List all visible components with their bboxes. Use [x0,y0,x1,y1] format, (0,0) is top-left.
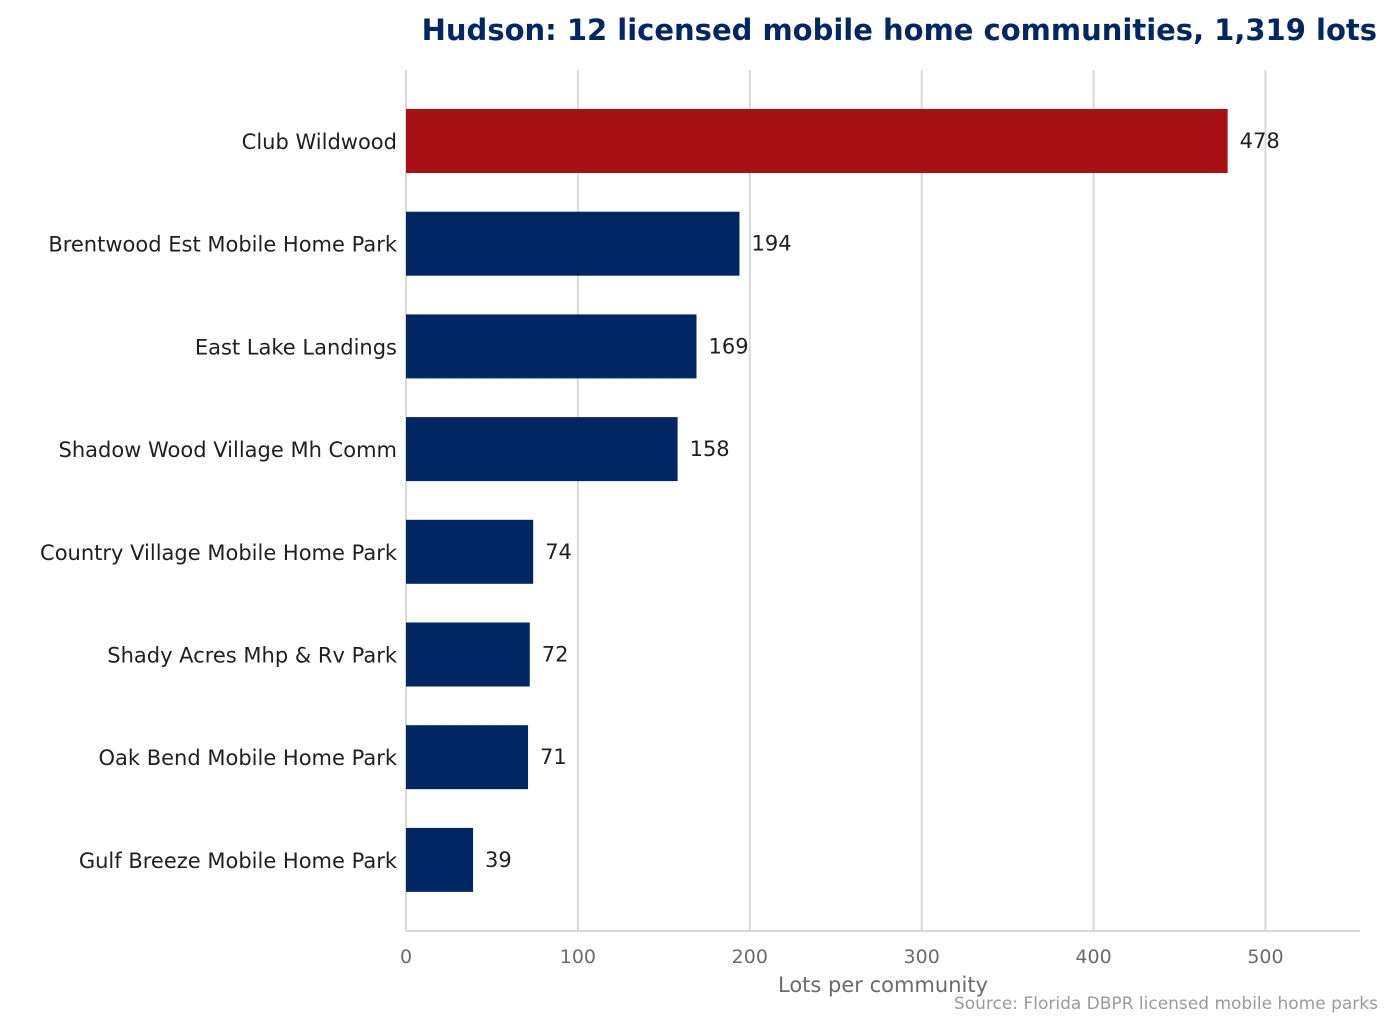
category-label: Shady Acres Mhp & Rv Park [107,644,398,668]
x-tick-label: 200 [732,946,768,968]
x-tick-labels: 0 100 200 300 400 500 [400,946,1284,968]
category-labels: Club Wildwood Brentwood Est Mobile Home P… [40,130,398,873]
bar [406,519,534,584]
bar [406,417,678,482]
bar [406,725,529,790]
bar [406,622,530,687]
chart-title: Hudson: 12 licensed mobile home communit… [422,13,1377,47]
data-label: 72 [542,643,569,667]
category-label: East Lake Landings [195,335,397,359]
x-tick-label: 100 [560,946,596,968]
x-tick-label: 500 [1247,946,1283,968]
x-axis-title: Lots per community [778,973,988,997]
x-tick-label: 0 [400,946,412,968]
bar [406,314,697,379]
data-label: 169 [708,334,748,358]
data-label: 71 [540,745,567,769]
data-label: 158 [690,437,730,461]
category-label: Club Wildwood [242,130,397,154]
value-labels: 478 194 169 158 74 72 71 39 [485,129,1280,872]
bar [406,211,740,276]
bar [406,827,474,892]
category-label: Brentwood Est Mobile Home Park [48,233,398,257]
x-tick-label: 300 [904,946,940,968]
bar [406,109,1228,173]
category-label: Shadow Wood Village Mh Comm [58,438,397,462]
data-label: 194 [751,232,791,256]
data-label: 39 [485,848,512,872]
bars [406,109,1228,892]
category-label: Oak Bend Mobile Home Park [98,746,397,770]
category-label: Gulf Breeze Mobile Home Park [79,849,398,873]
category-label: Country Village Mobile Home Park [40,541,398,565]
gridlines [405,70,1267,931]
source-note: Source: Florida DBPR licensed mobile hom… [954,994,1378,1014]
x-tick-label: 400 [1075,946,1111,968]
data-label: 478 [1240,129,1280,153]
data-label: 74 [545,540,572,564]
